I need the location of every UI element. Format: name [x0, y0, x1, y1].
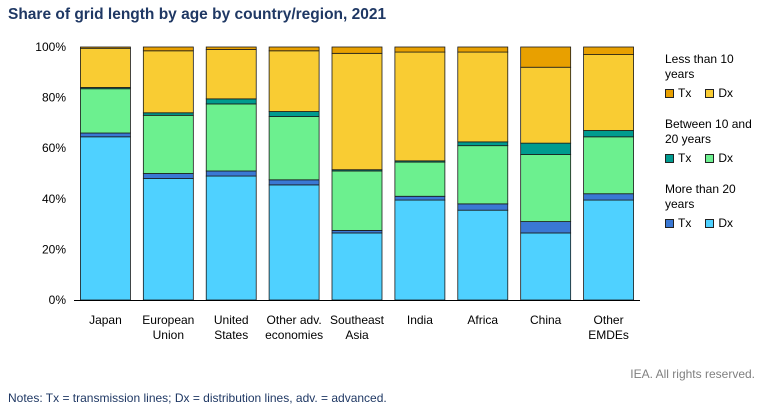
bar-segment — [394, 195, 446, 201]
bar-segment — [80, 47, 131, 88]
legend-swatch-lt10-tx — [665, 89, 674, 98]
legend-swatch-lt10-dx — [705, 89, 715, 98]
bar-segment — [80, 136, 131, 301]
legend-group-10to20: Between 10 and 20 years Tx Dx — [665, 117, 765, 166]
bar-segment — [205, 103, 257, 172]
bar-segment — [268, 179, 320, 186]
legend-item-gt20-dx: Dx — [705, 216, 733, 231]
y-tick-label: 0% — [49, 293, 67, 307]
y-tick-label: 60% — [42, 141, 66, 155]
bar-segment — [394, 161, 446, 197]
bar-segment — [457, 141, 509, 147]
y-tick-label: 20% — [42, 242, 66, 256]
bar-segment — [583, 54, 634, 131]
bar-segment — [520, 46, 572, 68]
bar-segment — [205, 98, 257, 105]
y-axis-labels: 0% 20% 40% 60% 80% 100% — [35, 40, 66, 307]
bar-segment — [80, 88, 131, 134]
legend-item-10to20-tx: Tx — [665, 151, 691, 166]
bar-segment — [457, 209, 509, 301]
bar-segment — [394, 51, 446, 162]
bar-segment — [520, 142, 572, 155]
x-tick-label: European Union — [142, 313, 194, 342]
legend-group-title: Between 10 and 20 years — [665, 117, 752, 146]
legend-group-title: More than 20 years — [665, 182, 736, 211]
legend-group-gt20: More than 20 years Tx Dx — [665, 182, 765, 231]
bar-segment — [268, 50, 320, 112]
bar-segment — [80, 132, 131, 138]
bar-segment — [268, 46, 320, 52]
bar-segment — [394, 199, 446, 301]
bar-segment — [583, 136, 634, 195]
legend-item-lt10-tx: Tx — [665, 86, 691, 101]
y-tick-label: 80% — [42, 91, 66, 105]
bar-segment — [583, 130, 634, 138]
legend-swatch-gt20-tx — [665, 219, 674, 228]
legend: Less than 10 years Tx Dx Between 10 and … — [665, 52, 765, 247]
x-tick-label: Africa — [467, 313, 498, 327]
bar-segment — [268, 111, 320, 117]
bar-segment — [205, 175, 257, 301]
bar-segment — [520, 154, 572, 222]
bar-segment — [142, 114, 194, 174]
bar-segment — [394, 46, 446, 53]
bar-segment — [520, 232, 572, 301]
x-tick-label: Other adv. economies — [265, 313, 323, 342]
bar-segment — [583, 193, 634, 201]
legend-swatch-gt20-dx — [705, 219, 715, 228]
x-tick-label: United States — [214, 313, 249, 342]
bar-segment — [268, 116, 320, 181]
legend-item-lt10-dx: Dx — [705, 86, 733, 101]
bar-segment — [80, 46, 131, 49]
x-tick-label: Other EMDEs — [588, 313, 629, 342]
bar-segment — [142, 50, 194, 114]
x-tick-label: China — [530, 313, 562, 327]
x-tick-label: India — [407, 313, 433, 327]
legend-group-title: Less than 10 years — [665, 52, 734, 81]
bar-segment — [142, 173, 194, 179]
bar-segment — [331, 232, 383, 301]
bar-segment — [583, 199, 634, 301]
bar-segment — [205, 49, 257, 100]
bar-segment — [205, 170, 257, 177]
credit-text: IEA. All rights reserved. — [630, 367, 755, 381]
bar-segment — [457, 51, 509, 143]
legend-swatch-10to20-tx — [665, 154, 674, 163]
x-tick-label: Southeast Asia — [330, 313, 385, 342]
bar-segment — [205, 46, 257, 50]
bar-segment — [457, 145, 509, 205]
chart-title: Share of grid length by age by country/r… — [8, 6, 387, 23]
bars — [80, 46, 634, 301]
bar-segment — [142, 46, 194, 52]
bar-segment — [520, 66, 572, 144]
bar-segment — [268, 184, 320, 301]
legend-item-10to20-dx: Dx — [705, 151, 733, 166]
legend-item-gt20-tx: Tx — [665, 216, 691, 231]
bar-segment — [583, 46, 634, 55]
bar-segment — [142, 178, 194, 301]
notes-text: Notes: Tx = transmission lines; Dx = dis… — [8, 391, 387, 405]
legend-group-lt10: Less than 10 years Tx Dx — [665, 52, 765, 101]
y-tick-label: 100% — [35, 40, 66, 54]
x-tick-label: Japan — [89, 313, 122, 327]
y-tick-label: 40% — [42, 192, 66, 206]
legend-swatch-10to20-dx — [705, 154, 715, 163]
bar-segment — [331, 52, 383, 171]
bar-segment — [331, 46, 383, 54]
bar-segment — [331, 170, 383, 231]
x-axis-labels: Japan European Union United States Other adv.… — [89, 313, 629, 342]
bar-segment — [520, 221, 572, 234]
bar-segment — [457, 46, 509, 53]
bar-segment — [457, 203, 509, 211]
